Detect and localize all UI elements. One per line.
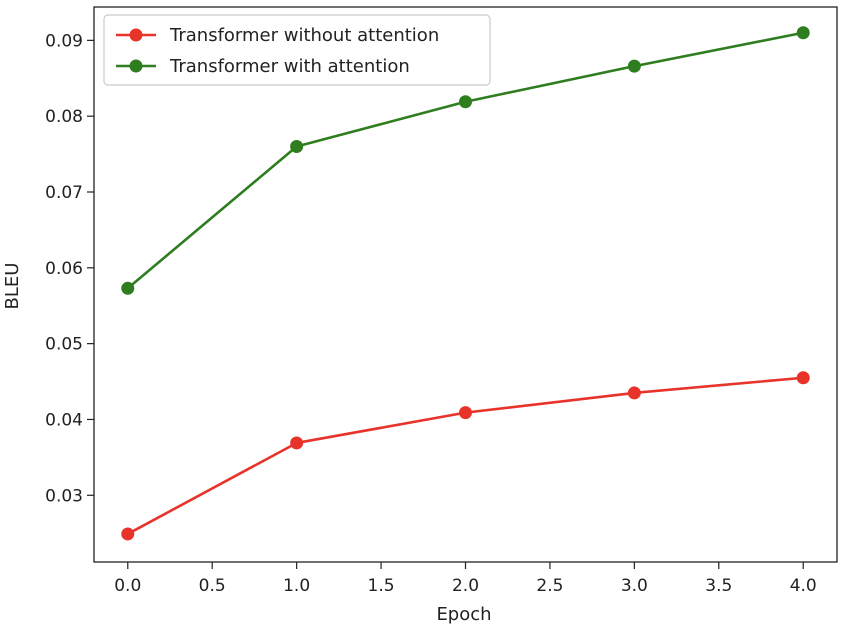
x-axis-label: Epoch [436,604,491,625]
y-tick-label: 0.04 [45,410,83,430]
data-point [290,140,304,154]
legend-box [103,14,491,86]
legend-label: Transformer with attention [169,56,410,77]
legend-item: Transformer with attention [116,56,410,77]
series-layer [121,26,810,541]
x-tick-label: 0.0 [114,576,141,596]
data-point [627,386,641,400]
x-axis-ticks: 0.0 0.5 1.0 1.5 2.0 2.5 3.0 3.5 4.0 [114,562,817,596]
y-tick-label: 0.06 [45,259,83,279]
y-tick-label: 0.07 [45,183,83,203]
data-point [796,371,810,385]
x-tick-label: 4.0 [790,576,817,596]
data-point [121,527,135,541]
data-point [459,406,472,420]
y-tick-label: 0.03 [45,486,83,506]
y-axis-label: BLEU [2,263,23,310]
legend-marker [129,28,143,42]
x-tick-label: 2.5 [536,576,563,596]
legend-item: Transformer without attention [116,25,439,46]
plot-area [94,7,837,562]
series-1 [121,371,810,541]
legend-marker [129,59,143,73]
data-point [459,95,472,109]
data-point [796,26,810,40]
y-tick-label: 0.08 [45,107,83,127]
y-axis-ticks: 0.03 0.04 0.05 0.06 0.07 0.08 0.09 [45,31,94,506]
x-tick-label: 1.5 [368,576,395,596]
data-point [121,281,135,295]
y-tick-label: 0.05 [45,335,83,355]
legend-label: Transformer without attention [169,25,439,46]
x-tick-label: 3.5 [705,576,732,596]
data-point [627,59,641,73]
axes-border [93,6,838,563]
x-tick-label: 3.0 [621,576,648,596]
data-point [290,436,304,450]
axes-frame [93,6,838,563]
x-tick-label: 0.5 [199,576,226,596]
x-tick-label: 1.0 [283,576,310,596]
series-2 [121,26,810,295]
legend: Transformer without attention Transformer… [103,14,491,86]
plot-area-background [94,7,837,562]
x-tick-label: 2.0 [452,576,479,596]
y-tick-label: 0.09 [45,31,83,51]
